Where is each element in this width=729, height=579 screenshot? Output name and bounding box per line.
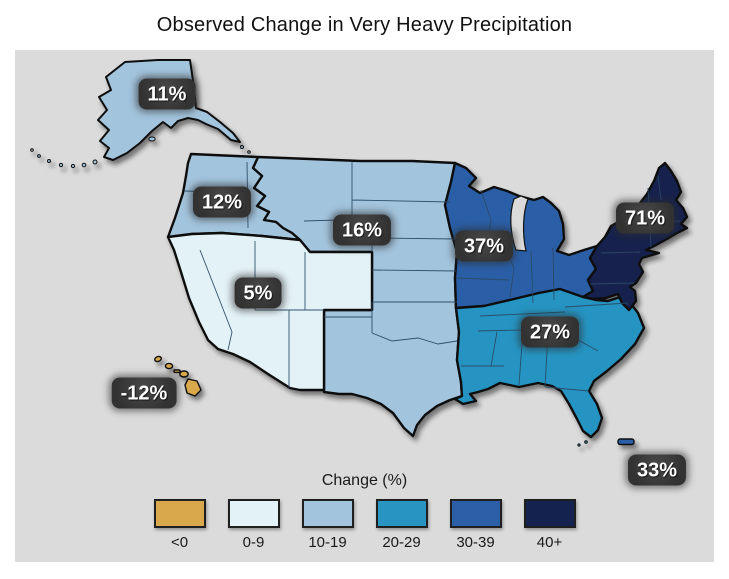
legend-item-30-39: 30-39 — [449, 499, 502, 551]
legend-item-40plus: 40+ — [523, 499, 576, 551]
legend-swatch-30-39 — [449, 499, 502, 528]
legend-label-lt0: <0 — [170, 534, 189, 551]
legend-item-20-29: 20-29 — [375, 499, 428, 551]
legend-swatch-40plus — [523, 499, 576, 528]
legend-label-40plus: 40+ — [536, 534, 563, 551]
legend-label-10-19: 10-19 — [308, 534, 347, 551]
legend-label-0-9: 0-9 — [242, 534, 265, 551]
value-label-northwest: 12% — [192, 186, 252, 218]
legend-title: Change (%) — [321, 472, 408, 489]
legend-label-30-39: 30-39 — [456, 534, 495, 551]
value-label-alaska: 11% — [138, 78, 196, 110]
legend-item-lt0: <0 — [153, 499, 206, 551]
legend-row: <0 0-9 10-19 20-29 30-39 40+ — [15, 499, 714, 551]
legend: Change (%) <0 0-9 10-19 20-29 30-39 — [15, 472, 714, 551]
legend-swatch-lt0 — [153, 499, 206, 528]
legend-item-0-9: 0-9 — [227, 499, 280, 551]
value-label-puerto-rico: 33% — [627, 454, 687, 486]
value-label-northeast: 71% — [615, 202, 675, 234]
value-label-southwest: 5% — [234, 277, 282, 309]
page-title: Observed Change in Very Heavy Precipitat… — [156, 14, 573, 36]
legend-swatch-0-9 — [227, 499, 280, 528]
value-label-southeast: 27% — [520, 316, 580, 348]
value-label-midwest: 37% — [454, 230, 514, 262]
legend-swatch-10-19 — [301, 499, 354, 528]
value-label-hawaii: -12% — [111, 377, 177, 409]
region-alaska — [30, 59, 251, 169]
region-southwest — [166, 231, 374, 392]
region-northeast — [581, 161, 689, 312]
legend-label-20-29: 20-29 — [382, 534, 421, 551]
legend-swatch-20-29 — [375, 499, 428, 528]
legend-item-10-19: 10-19 — [301, 499, 354, 551]
lake-michigan — [510, 195, 529, 252]
value-label-great-plains: 16% — [332, 214, 392, 246]
region-hawaii — [154, 355, 202, 397]
region-southeast — [453, 287, 646, 447]
region-puerto-rico — [617, 438, 635, 446]
